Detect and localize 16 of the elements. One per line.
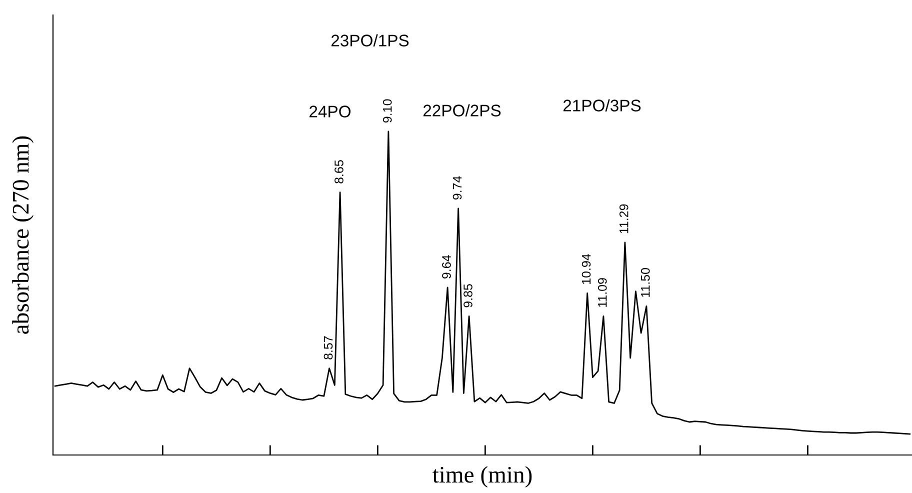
annotation: 9.85 <box>464 284 472 308</box>
text: 21PO/3PS <box>563 99 641 112</box>
text: 9.10 <box>382 99 392 123</box>
x-axis-title: time (min) <box>432 466 532 488</box>
annotation: 11.09 <box>598 278 607 307</box>
text: 24PO <box>310 106 351 118</box>
annotation: 8.65 <box>334 160 344 184</box>
text: 22PO/2PS <box>423 104 501 116</box>
annotation: 10.94 <box>582 254 591 284</box>
annotation: 11.50 <box>640 268 650 297</box>
annotation: 9.74 <box>452 176 462 200</box>
annotation: 9.64 <box>442 255 451 278</box>
annotation: 8.57 <box>324 336 333 360</box>
annotation: 11.29 <box>619 204 628 234</box>
y-axis-title: absorbance (270 nm) <box>12 136 34 334</box>
text: 23PO/1PS <box>331 34 409 46</box>
